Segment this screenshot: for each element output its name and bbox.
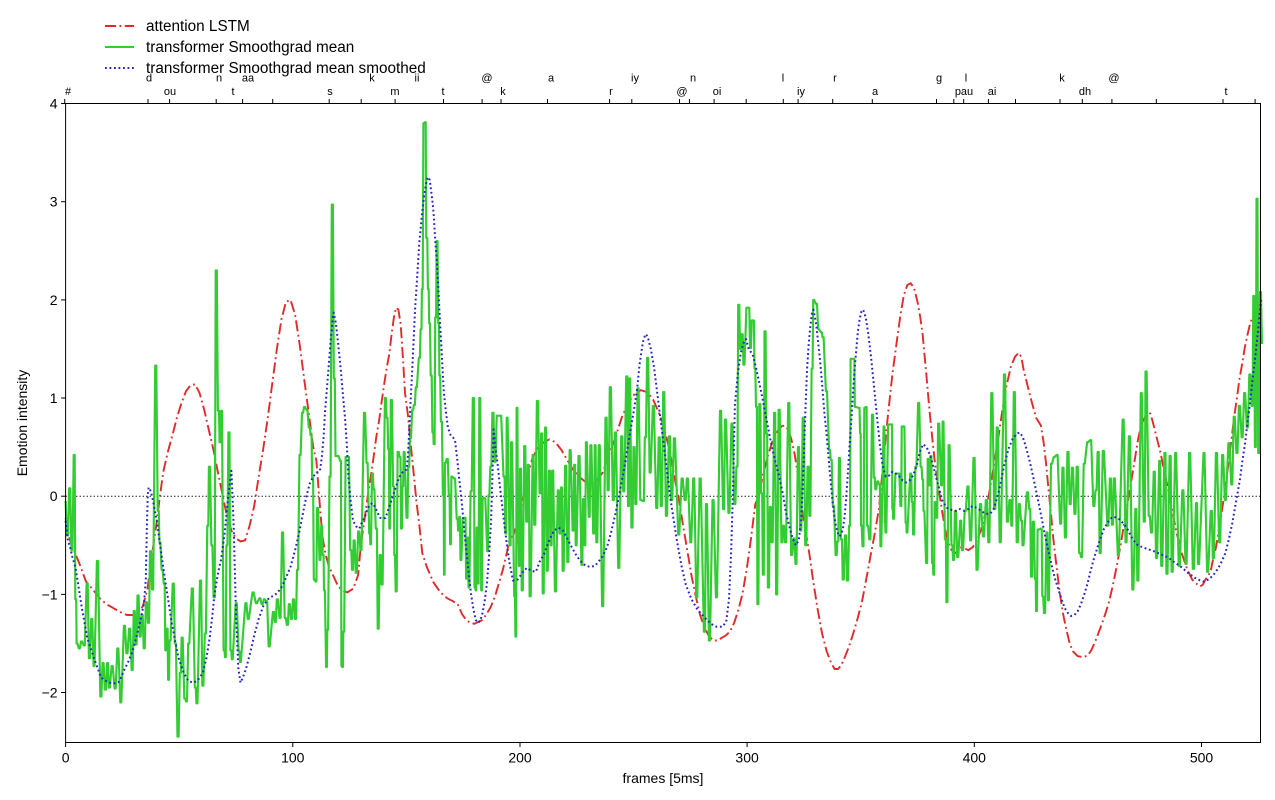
svg-text:2: 2	[50, 292, 58, 308]
svg-text:g: g	[936, 73, 942, 85]
svg-text:m: m	[390, 86, 399, 98]
svg-text:200: 200	[508, 750, 532, 766]
svg-text:k: k	[1059, 73, 1065, 85]
svg-text:k: k	[500, 86, 506, 98]
svg-text:ii: ii	[415, 73, 420, 85]
svg-text:n: n	[216, 73, 222, 85]
svg-text:1: 1	[50, 390, 58, 406]
svg-text:a: a	[548, 73, 555, 85]
svg-text:t: t	[1224, 86, 1227, 98]
svg-text:3: 3	[50, 194, 58, 210]
svg-text:@: @	[481, 73, 492, 85]
svg-text:4: 4	[50, 96, 58, 112]
svg-text:ai: ai	[988, 86, 997, 98]
svg-text:ou: ou	[164, 86, 176, 98]
svg-text:@: @	[676, 86, 687, 98]
svg-text:attention LSTM: attention LSTM	[146, 18, 250, 35]
svg-text:Emotion intensity: Emotion intensity	[14, 370, 30, 477]
svg-text:n: n	[690, 73, 696, 85]
svg-text:pau: pau	[955, 86, 973, 98]
svg-text:iy: iy	[631, 73, 639, 85]
svg-text:a: a	[872, 86, 879, 98]
svg-text:oi: oi	[713, 86, 722, 98]
svg-text:300: 300	[735, 750, 759, 766]
svg-text:aa: aa	[242, 73, 255, 85]
svg-text:100: 100	[281, 750, 305, 766]
svg-text:500: 500	[1190, 750, 1214, 766]
svg-text:frames [5ms]: frames [5ms]	[623, 770, 704, 786]
svg-text:#: #	[65, 86, 72, 98]
svg-text:−1: −1	[42, 586, 58, 602]
svg-text:s: s	[327, 86, 333, 98]
svg-text:l: l	[965, 73, 967, 85]
svg-text:r: r	[609, 86, 613, 98]
svg-text:0: 0	[50, 488, 58, 504]
svg-text:400: 400	[963, 750, 987, 766]
svg-text:dh: dh	[1079, 86, 1091, 98]
svg-text:transformer Smoothgrad mean sm: transformer Smoothgrad mean smoothed	[146, 60, 426, 77]
svg-text:r: r	[833, 73, 837, 85]
svg-text:0: 0	[62, 750, 70, 766]
svg-text:k: k	[369, 73, 375, 85]
svg-text:l: l	[782, 73, 784, 85]
svg-text:iy: iy	[797, 86, 805, 98]
svg-text:@: @	[1108, 73, 1119, 85]
svg-text:t: t	[441, 86, 444, 98]
svg-text:t: t	[231, 86, 234, 98]
svg-text:d: d	[146, 73, 152, 85]
svg-text:−2: −2	[42, 685, 58, 701]
svg-text:transformer Smoothgrad mean: transformer Smoothgrad mean	[146, 39, 354, 56]
